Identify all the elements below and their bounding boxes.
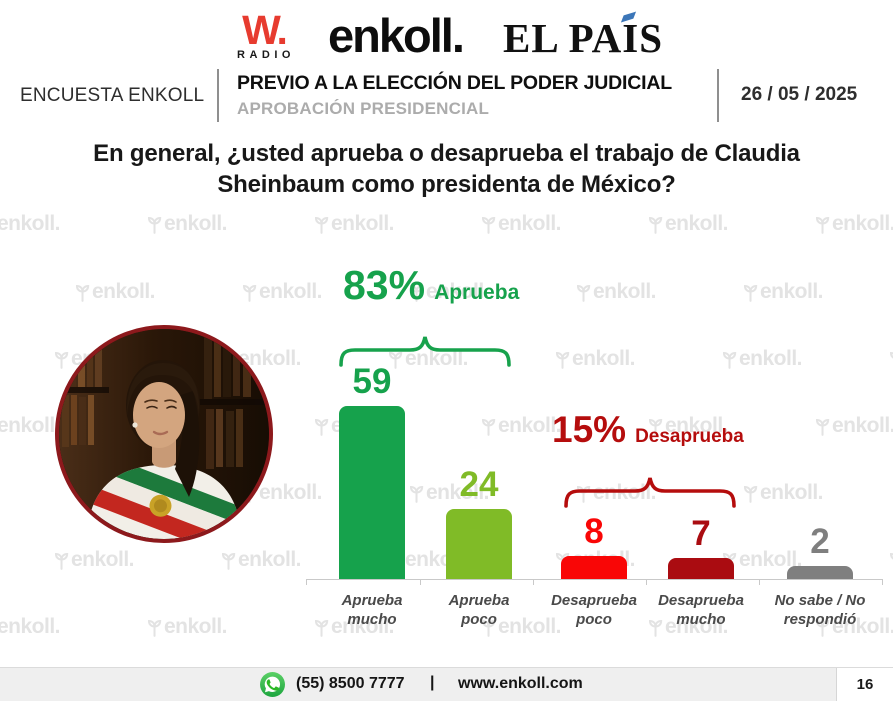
bar xyxy=(561,556,627,579)
band-center: PREVIO A LA ELECCIÓN DEL PODER JUDICIAL … xyxy=(237,72,672,119)
approve-percentage: 83% xyxy=(343,262,426,308)
w-radio-text: RADIO xyxy=(237,49,295,61)
x-axis-tick xyxy=(882,579,883,585)
watermark: enkoll. xyxy=(649,615,729,639)
watermark: enkoll. xyxy=(315,212,395,236)
disapprove-percentage: 15% xyxy=(552,409,627,450)
watermark: enkoll. xyxy=(0,615,61,638)
whatsapp-icon xyxy=(260,672,285,697)
disapprove-brace xyxy=(564,477,736,508)
watermark: enkoll. xyxy=(649,212,729,236)
president-portrait xyxy=(55,325,273,543)
portrait-illustration xyxy=(59,329,269,539)
question-title: En general, ¿usted aprueba o desaprueba … xyxy=(93,140,800,198)
watermark: enkoll. xyxy=(890,347,893,371)
website-link[interactable]: www.enkoll.com xyxy=(458,675,583,692)
bar xyxy=(339,406,405,579)
bar-category-label: Desaprueba mucho xyxy=(658,592,744,628)
survey-date: 26 / 05 / 2025 xyxy=(741,84,858,105)
bar xyxy=(787,566,853,579)
watermark: enkoll. xyxy=(148,212,228,236)
bar-category-label: No sabe / No respondió xyxy=(774,592,866,628)
watermark: enkoll. xyxy=(148,615,228,639)
bar-value: 59 xyxy=(352,362,392,401)
watermark: enkoll. xyxy=(315,615,395,639)
divider xyxy=(717,69,719,122)
band-subtitle: APROBACIÓN PRESIDENCIAL xyxy=(237,99,490,118)
bar-category-label: Aprueba mucho xyxy=(341,592,403,628)
watermark: enkoll. xyxy=(723,347,803,371)
footer-separator: | xyxy=(430,674,435,691)
watermark: enkoll. xyxy=(816,212,893,236)
el-pais-prefix: EL PA xyxy=(503,15,623,61)
watermark: enkoll. xyxy=(890,548,893,572)
logo-row: W. RADIO enkoll. EL PA IS xyxy=(0,6,893,66)
bar-value: 8 xyxy=(584,512,604,551)
bar-category-label: Desaprueba poco xyxy=(551,592,637,628)
x-axis-tick xyxy=(759,579,760,585)
approve-annotation: 83% Aprueba xyxy=(343,262,519,309)
bar-category-label: Aprueba poco xyxy=(448,592,510,628)
watermark: enkoll. xyxy=(389,347,469,371)
bar-value: 24 xyxy=(459,465,499,504)
divider xyxy=(217,69,219,122)
watermark: enkoll. xyxy=(816,615,893,639)
page-number-box: 16 xyxy=(836,668,893,701)
watermark: enkoll. xyxy=(243,280,323,304)
watermark: enkoll. xyxy=(556,347,636,371)
page-number: 16 xyxy=(856,676,874,693)
watermark: enkoll. xyxy=(76,280,156,304)
watermark: enkoll. xyxy=(55,548,135,572)
watermark: enkoll. xyxy=(410,280,490,304)
watermark: enkoll. xyxy=(0,212,61,235)
watermark: enkoll. xyxy=(649,414,729,438)
bar xyxy=(668,558,734,579)
disapprove-annotation: 15% Desaprueba xyxy=(552,409,744,451)
el-pais-logo: EL PA IS xyxy=(503,11,664,62)
watermark: enkoll. xyxy=(482,615,562,639)
x-axis-tick xyxy=(646,579,647,585)
watermark: enkoll. xyxy=(744,280,824,304)
x-axis-line xyxy=(306,579,882,580)
bar-value: 7 xyxy=(691,514,711,553)
bar-value: 2 xyxy=(810,522,830,561)
watermark: enkoll. xyxy=(577,280,657,304)
x-axis-tick xyxy=(420,579,421,585)
watermark: enkoll. xyxy=(410,481,490,505)
bar xyxy=(446,509,512,579)
contact-phone: (55) 8500 7777 xyxy=(296,675,405,692)
x-axis-tick xyxy=(533,579,534,585)
band-title: PREVIO A LA ELECCIÓN DEL PODER JUDICIAL xyxy=(237,72,672,94)
header-band: ENCUESTA ENKOLL PREVIO A LA ELECCIÓN DEL… xyxy=(0,68,893,124)
watermark: enkoll. xyxy=(482,414,562,438)
x-axis-tick xyxy=(306,579,307,585)
approve-brace xyxy=(339,336,511,367)
el-pais-i: I xyxy=(621,11,639,62)
disapprove-label: Desaprueba xyxy=(635,426,744,447)
el-pais-suffix: S xyxy=(639,15,664,61)
watermark: enkoll. xyxy=(0,414,61,437)
enkoll-logo: enkoll. xyxy=(328,9,465,62)
watermark: enkoll. xyxy=(744,481,824,505)
watermark: enkoll. xyxy=(222,548,302,572)
approve-label: Aprueba xyxy=(434,281,520,304)
watermark: enkoll. xyxy=(816,414,893,438)
survey-label: ENCUESTA ENKOLL xyxy=(20,85,205,106)
w-radio-w: W. xyxy=(242,7,288,53)
w-radio-logo: W. RADIO xyxy=(226,7,302,62)
footer-bar: (55) 8500 7777 | www.enkoll.com 16 xyxy=(0,667,893,701)
watermark: enkoll. xyxy=(482,212,562,236)
